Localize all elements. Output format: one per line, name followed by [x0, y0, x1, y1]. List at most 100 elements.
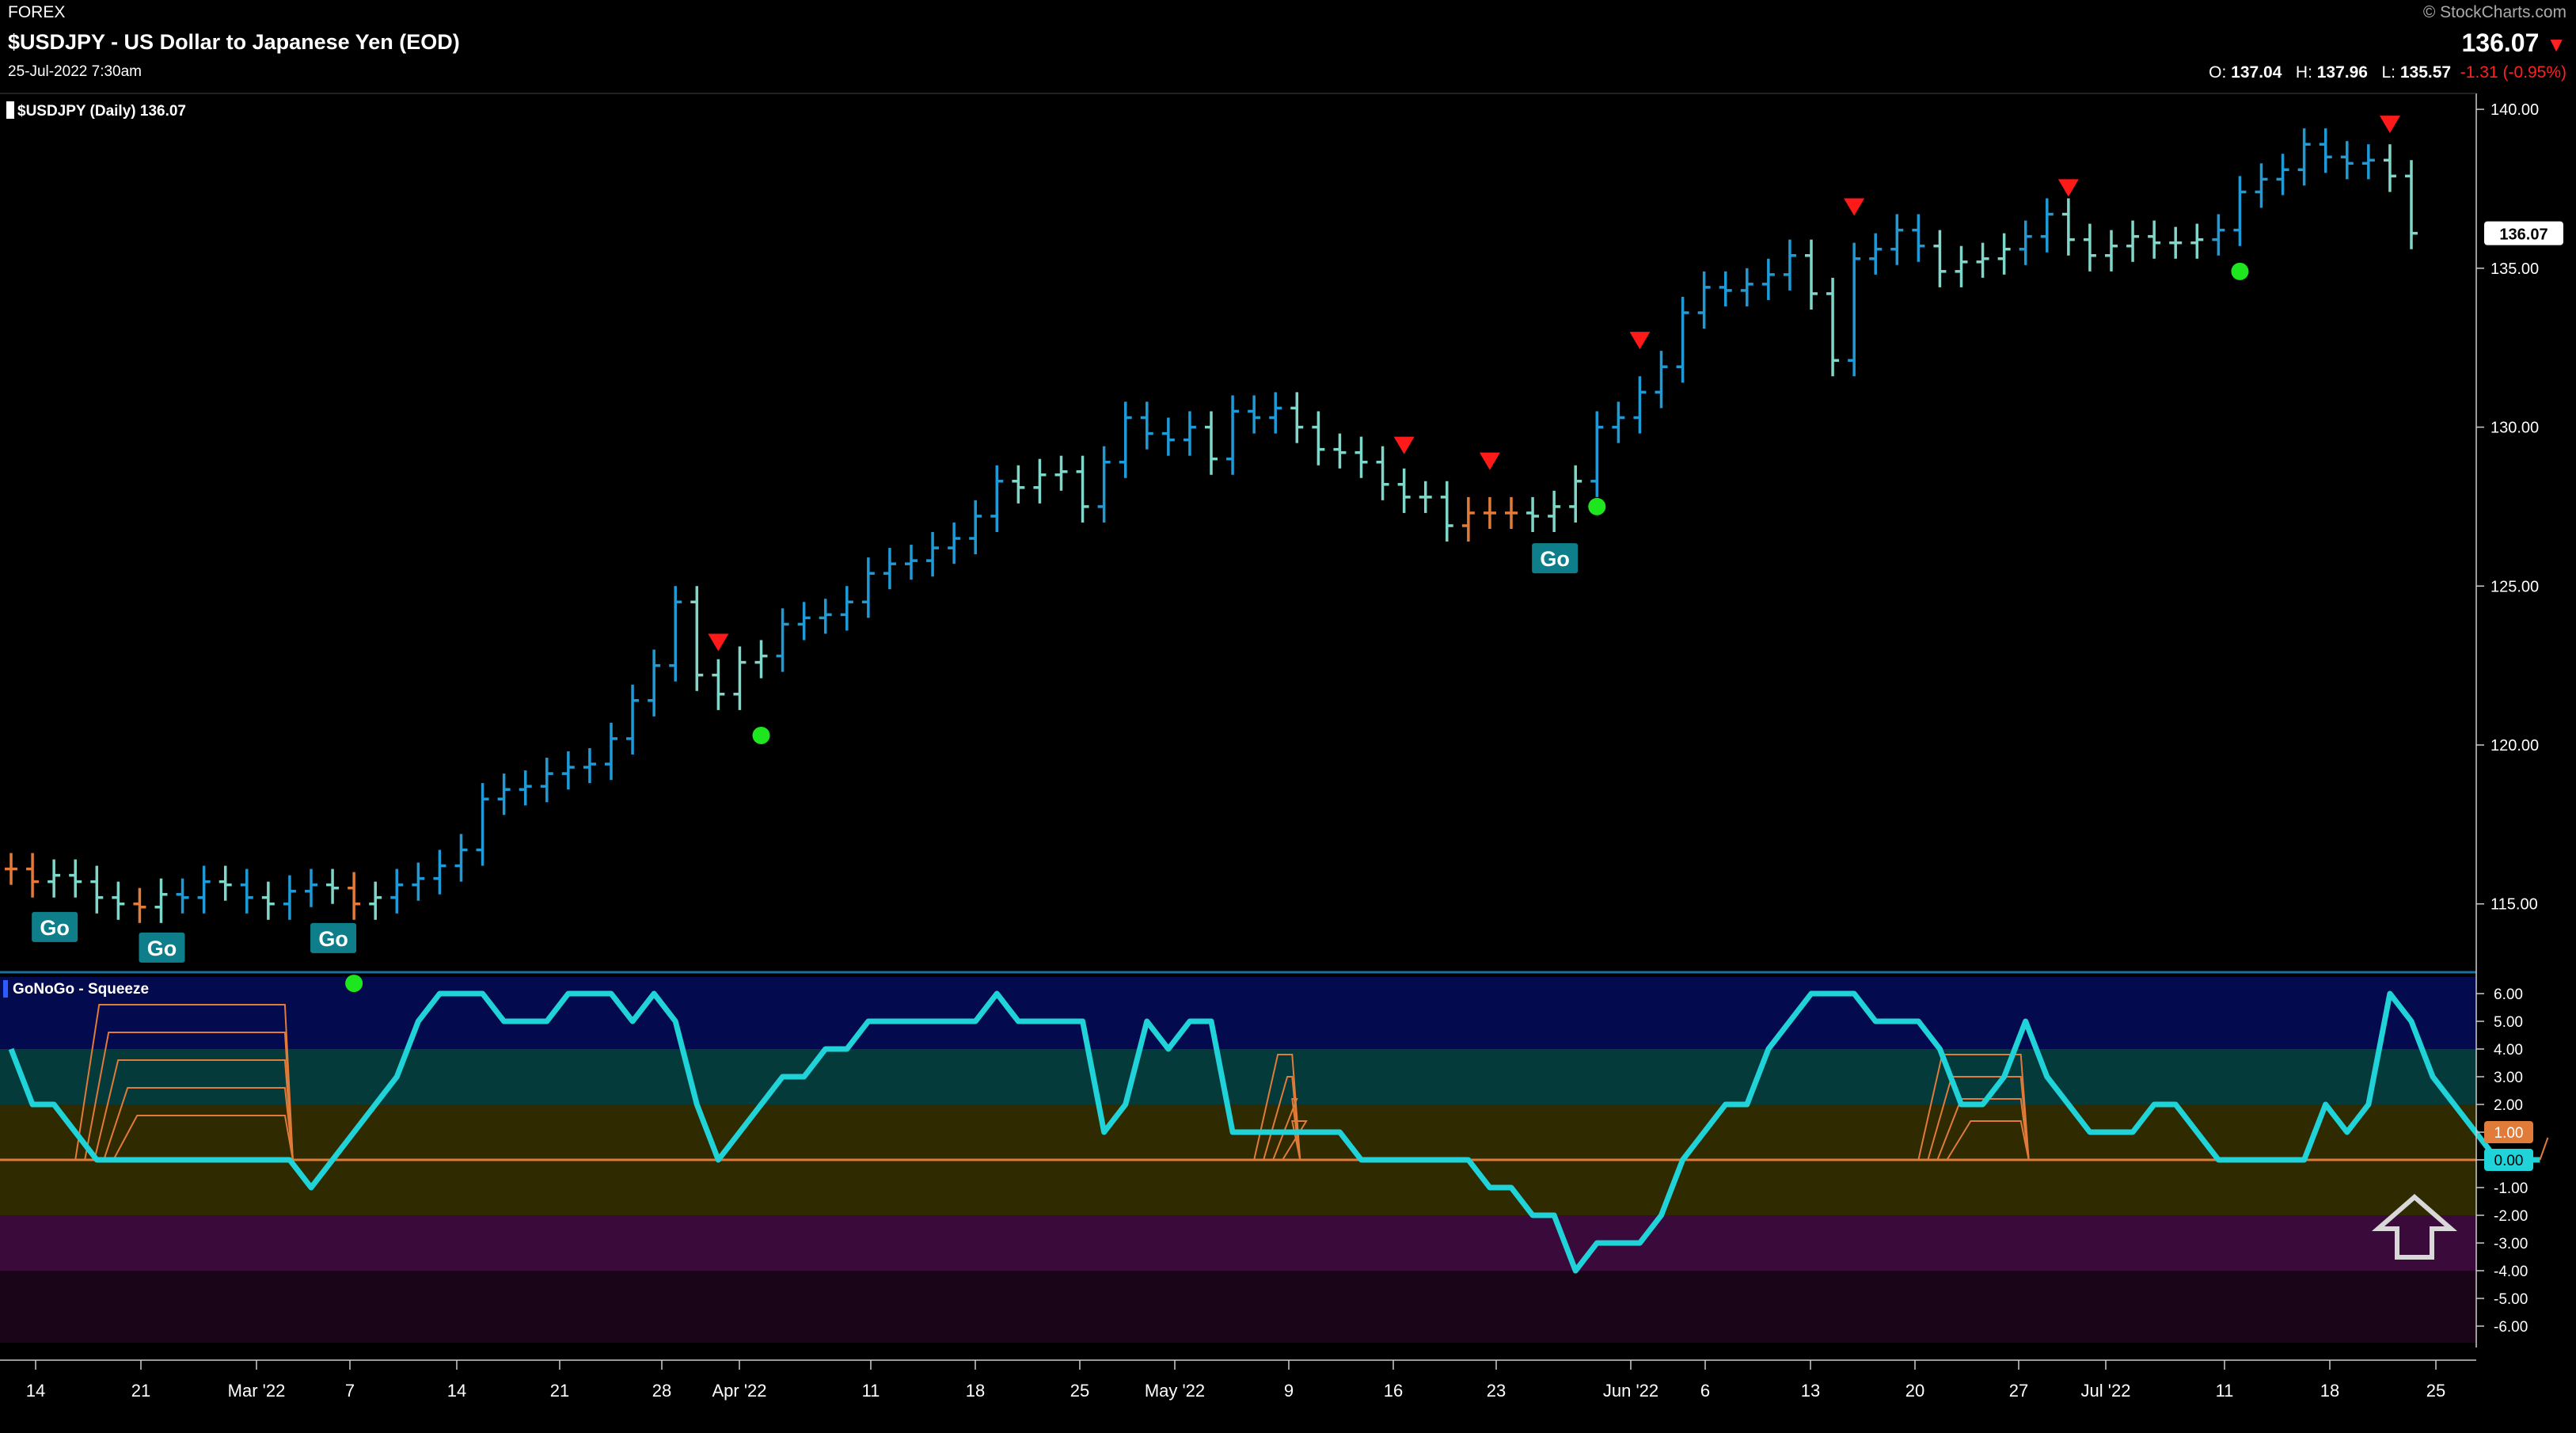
price-bar [1719, 271, 1732, 306]
price-bar [626, 684, 640, 755]
price-bar [326, 869, 340, 904]
price-bar [1312, 411, 1325, 466]
price-bar [905, 545, 918, 580]
price-bar [90, 865, 104, 914]
price-bar [1290, 392, 1304, 443]
price-bar [1933, 230, 1947, 287]
price-bar [969, 500, 982, 555]
price-bar [2212, 214, 2225, 256]
price-bar [283, 875, 296, 920]
frame [0, 93, 2477, 1361]
price-bar [26, 853, 40, 898]
last-price-value: 136.07 [2461, 29, 2540, 57]
down-arrow-icon: ▼ [2546, 32, 2567, 56]
x-tick-label: May '22 [1145, 1381, 1205, 1401]
price-bar [2083, 223, 2096, 272]
go-label-box [139, 932, 185, 963]
price-bar [2105, 230, 2118, 272]
go-dot [1588, 497, 1606, 515]
go-label: Go [40, 916, 70, 940]
squeeze-ladder [93, 1059, 294, 1161]
price-bar [754, 640, 768, 678]
osc-last-box [2484, 1149, 2533, 1171]
go-label: Go [147, 937, 177, 960]
go-dot [2231, 262, 2249, 280]
price-bar [1483, 496, 1496, 529]
price-bar [1997, 233, 2011, 275]
price-bar [819, 599, 832, 634]
go-label-box [1532, 543, 1579, 574]
price-bar [390, 869, 404, 914]
go-label-box [32, 911, 78, 942]
price-bar [2297, 128, 2311, 186]
x-tick-label: Jul '22 [2081, 1381, 2131, 1401]
price-bar [154, 878, 168, 923]
price-bar [519, 770, 532, 806]
price-bar [348, 872, 361, 920]
squeeze-ladder [1927, 1076, 2030, 1161]
oscillator-title: GoNoGo - Squeeze [13, 981, 149, 998]
nogo-marker [1844, 198, 1865, 216]
price-bar [1333, 433, 1347, 469]
x-tick-label: 20 [1905, 1381, 1924, 1401]
squeeze-ladder [1282, 1120, 1308, 1161]
osc-y-tick-label: -3.00 [2494, 1236, 2528, 1252]
squeeze-ladder [1936, 1098, 2030, 1161]
price-bar [1054, 455, 1068, 491]
price-bar [112, 881, 125, 920]
price-bar [2233, 176, 2247, 246]
osc-y-tick-label: -2.00 [2494, 1208, 2528, 1225]
osc-last-label: 1.00 [2494, 1125, 2524, 1142]
price-bar [1633, 376, 1647, 434]
open-value: 137.04 [2231, 63, 2282, 82]
squeeze-ladder [1917, 1054, 2030, 1161]
nogo-marker [2379, 116, 2400, 134]
price-bar [2126, 220, 2140, 262]
price-bar [1097, 446, 1111, 523]
open-label: O: [2209, 63, 2227, 82]
price-bar [1761, 258, 1775, 300]
price-bar [197, 865, 211, 914]
low-label: L: [2381, 63, 2396, 82]
price-bar [261, 881, 275, 920]
nogo-marker [1479, 452, 1500, 470]
price-bar [561, 751, 575, 790]
osc-last-label: 0.00 [2494, 1153, 2524, 1169]
last-value-label: 136.07 [2499, 226, 2548, 244]
squeeze-ladder [103, 1087, 294, 1161]
osc-y-tick-label: 2.00 [2494, 1097, 2523, 1114]
legend-swatch [6, 101, 14, 119]
price-bar [1376, 446, 1389, 500]
go-label-box [310, 922, 357, 953]
price-y-tick-label: 125.00 [2491, 578, 2539, 595]
go-dot [752, 726, 770, 744]
price-bar [1269, 392, 1282, 434]
x-tick-label: 23 [1487, 1381, 1506, 1401]
price-bar [2040, 198, 2054, 253]
price-bar [2383, 144, 2396, 192]
price-bar [1033, 458, 1047, 504]
price-bar [1676, 296, 1689, 383]
oscillator-band-4 [0, 1271, 2476, 1343]
price-bar [2361, 144, 2375, 180]
price-legend: $USDJPY (Daily) 136.07 [17, 103, 186, 120]
price-bar [1140, 401, 1153, 450]
x-tick-label: Mar '22 [228, 1381, 286, 1401]
squeeze-ladder [1946, 1120, 2030, 1161]
price-bar [840, 586, 853, 631]
price-bar [605, 722, 617, 781]
price-bar [712, 659, 725, 710]
x-tick-label: 16 [1384, 1381, 1403, 1401]
price-bar [305, 869, 317, 907]
price-bar [2319, 128, 2332, 173]
chart-title: $USDJPY - US Dollar to Japanese Yen (EOD… [8, 30, 460, 54]
price-y-tick-label: 135.00 [2491, 260, 2539, 278]
price-bar [2148, 220, 2161, 259]
price-bar [926, 532, 940, 577]
price-bar [797, 602, 811, 640]
price-bar [1912, 214, 1925, 262]
price-bar [690, 586, 704, 691]
nogo-marker [1629, 332, 1651, 350]
price-bar [776, 608, 789, 672]
